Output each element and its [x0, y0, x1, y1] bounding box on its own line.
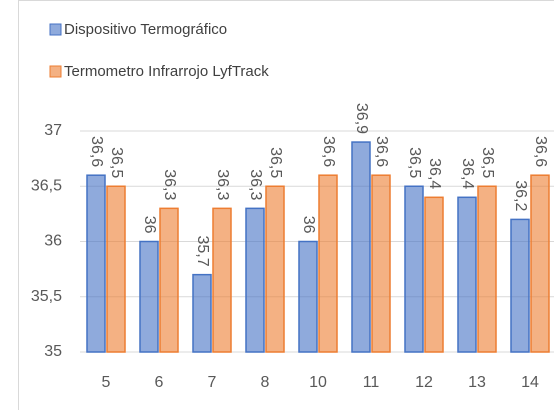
bar	[404, 185, 424, 353]
x-tick-label: 14	[521, 374, 539, 391]
y-tick-label: 35	[44, 343, 62, 360]
legend-swatch	[49, 65, 62, 78]
bar	[139, 240, 159, 353]
x-tick-label: 8	[261, 374, 270, 391]
bar	[318, 174, 338, 353]
value-label: 36,5	[267, 147, 284, 178]
x-tick-label: 10	[309, 374, 327, 391]
bar	[530, 174, 550, 353]
value-label: 36,2	[512, 180, 529, 211]
value-label: 36,6	[320, 136, 337, 167]
x-tick-label: 7	[208, 374, 217, 391]
y-tick-label: 35,5	[31, 288, 62, 305]
y-tick-label: 36,5	[31, 177, 62, 194]
bar	[298, 240, 318, 353]
x-tick-label: 11	[363, 374, 380, 391]
value-label: 36,3	[161, 169, 178, 200]
value-label: 36,5	[479, 147, 496, 178]
bar	[265, 185, 285, 353]
legend-swatch	[49, 23, 62, 36]
bar	[424, 196, 444, 353]
x-tick-label: 12	[415, 374, 433, 391]
bar	[457, 196, 477, 353]
value-label: 36,4	[426, 158, 443, 189]
bar	[371, 174, 391, 353]
value-label: 36,5	[108, 147, 125, 178]
bar	[477, 185, 497, 353]
value-label: 36,3	[214, 169, 231, 200]
value-label: 36,9	[353, 103, 370, 134]
legend-label: Dispositivo Termográfico	[64, 21, 227, 38]
value-label: 36,3	[247, 169, 264, 200]
y-tick-label: 37	[44, 122, 62, 139]
bar	[192, 273, 212, 353]
legend: Dispositivo Termográfico Termometro Infra…	[49, 21, 269, 80]
value-label: 36	[300, 216, 317, 234]
value-label: 36,5	[406, 147, 423, 178]
value-label: 36,6	[532, 136, 549, 167]
legend-label: Termometro Infrarrojo LyfTrack	[64, 63, 269, 80]
bar	[510, 218, 530, 353]
bar	[159, 207, 179, 353]
bar	[106, 185, 126, 353]
value-label: 36,4	[459, 158, 476, 189]
y-tick-label: 36	[44, 233, 62, 250]
value-label: 36,6	[88, 136, 105, 167]
bar	[351, 141, 371, 353]
x-tick-label: 13	[468, 374, 486, 391]
value-label: 35,7	[194, 236, 211, 267]
x-tick-label: 6	[155, 374, 164, 391]
bar	[245, 207, 265, 353]
x-tick-label: 5	[102, 374, 111, 391]
value-label: 36,6	[373, 136, 390, 167]
bar	[86, 174, 106, 353]
value-label: 36	[141, 216, 158, 234]
bar	[212, 207, 232, 353]
